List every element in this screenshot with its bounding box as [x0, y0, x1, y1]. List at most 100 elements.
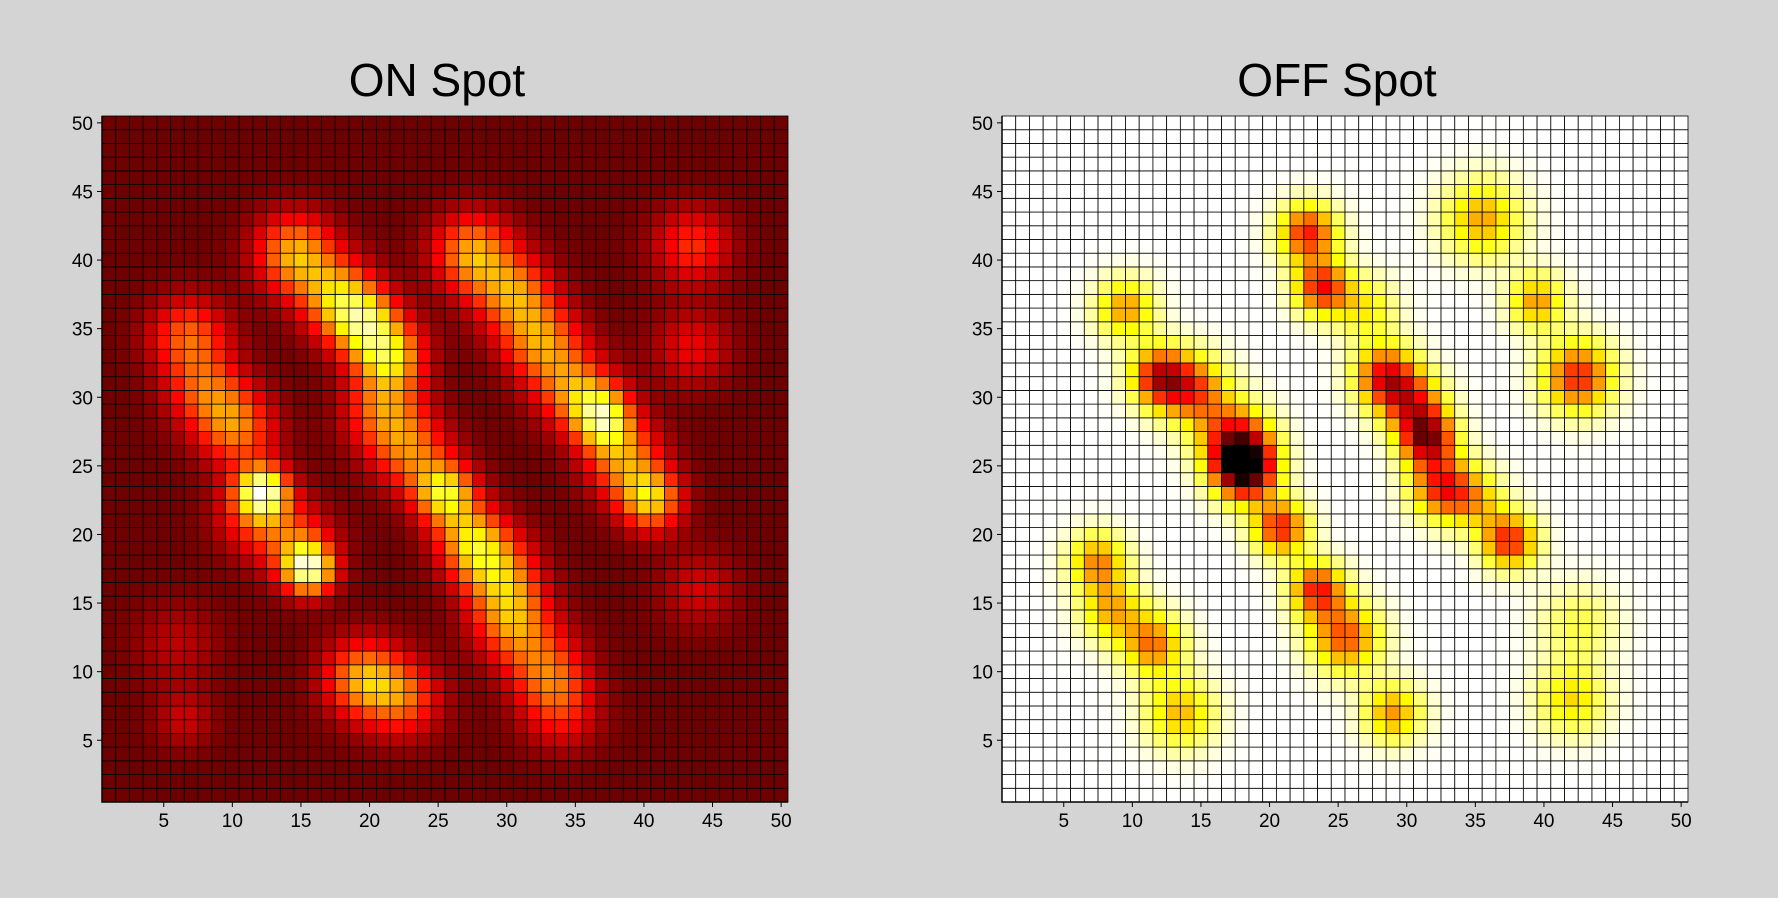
heatmap-cell [1646, 650, 1661, 666]
heatmap-cell [238, 719, 254, 734]
heatmap-cell [238, 444, 254, 460]
heatmap-cell [705, 184, 720, 199]
heatmap-cell [1564, 403, 1579, 419]
heatmap-cell [581, 787, 597, 803]
heatmap-cell [554, 170, 569, 186]
heatmap-cell [746, 568, 761, 583]
heatmap-cell [719, 746, 734, 762]
heatmap-cell [622, 143, 638, 158]
heatmap-cell [375, 321, 391, 336]
heatmap-cell [334, 115, 350, 131]
heatmap-cell [1632, 746, 1648, 762]
heatmap-cell [1495, 143, 1511, 158]
heatmap-cell [211, 129, 226, 144]
heatmap-cell [1550, 691, 1565, 707]
heatmap-cell [334, 774, 350, 789]
heatmap-cell [1509, 458, 1524, 474]
heatmap-cell [170, 513, 185, 529]
heatmap-cell [1481, 197, 1497, 213]
heatmap-cell [1619, 527, 1634, 542]
heatmap-cell [1344, 733, 1360, 748]
heatmap-cell [513, 499, 528, 515]
heatmap-cell [1248, 705, 1264, 721]
heatmap-cell [403, 239, 418, 254]
heatmap-cell [1317, 170, 1332, 186]
heatmap-cell [705, 486, 720, 501]
heatmap-cell [1317, 458, 1332, 474]
heatmap-cell [705, 472, 720, 487]
heatmap-cell [307, 664, 322, 679]
heatmap-cell [554, 417, 569, 432]
heatmap-cell [609, 472, 624, 487]
heatmap-cell [444, 197, 460, 213]
heatmap-cell [499, 197, 515, 213]
heatmap-cell [1029, 513, 1044, 529]
heatmap-cell [472, 280, 487, 295]
heatmap-cell [1125, 636, 1140, 652]
heatmap-cell [568, 335, 583, 350]
heatmap-cell [1495, 746, 1511, 762]
heatmap-cell [622, 582, 638, 597]
heatmap-cell [1344, 129, 1360, 144]
heatmap-cell [773, 184, 789, 199]
heatmap-cell [444, 664, 460, 679]
heatmap-cell [1468, 636, 1483, 652]
heatmap-cell [1262, 527, 1277, 542]
heatmap-cell [1207, 527, 1222, 542]
heatmap-cell [1564, 554, 1579, 570]
heatmap-cell [142, 733, 158, 748]
heatmap-cell [1330, 129, 1346, 144]
heatmap-cell [1001, 280, 1017, 295]
heatmap-cell [1605, 129, 1620, 144]
heatmap-cell [499, 568, 515, 583]
heatmap-cell [334, 609, 350, 625]
heatmap-cell [403, 595, 418, 611]
heatmap-cell [636, 486, 652, 501]
heatmap-cell [1111, 540, 1126, 556]
heatmap-cell [1413, 705, 1428, 721]
heatmap-cell [1303, 486, 1318, 501]
heatmap-cell [1605, 143, 1620, 158]
heatmap-cell [636, 417, 652, 432]
heatmap-cell [732, 431, 748, 446]
heatmap-cell [458, 472, 473, 487]
heatmap-cell [1426, 211, 1442, 227]
heatmap-cell [1125, 348, 1140, 364]
heatmap-cell [1125, 513, 1140, 529]
heatmap-cell [1111, 389, 1126, 405]
heatmap-cell [375, 746, 391, 762]
heatmap-cell [760, 293, 775, 309]
heatmap-cell [1276, 678, 1291, 693]
heatmap-cell [321, 197, 336, 213]
heatmap-cell [636, 252, 652, 268]
heatmap-cell [1605, 170, 1620, 186]
heatmap-cell [279, 376, 295, 391]
heatmap-cell [211, 389, 226, 405]
heatmap-cell [540, 335, 556, 350]
heatmap-cell [513, 444, 528, 460]
heatmap-cell [1385, 595, 1401, 611]
heatmap-cell [540, 458, 556, 474]
heatmap-cell [677, 431, 693, 446]
heatmap-cell [719, 170, 734, 186]
heatmap-cell [1605, 389, 1620, 405]
heatmap-cell [1399, 774, 1415, 789]
heatmap-cell [211, 348, 226, 364]
heatmap-cell [183, 225, 199, 240]
heatmap-cell [307, 554, 322, 570]
heatmap-cell [581, 733, 597, 748]
heatmap-cell [732, 389, 748, 405]
heatmap-cell [1673, 417, 1689, 432]
heatmap-cell [1179, 582, 1195, 597]
heatmap-cell [540, 431, 556, 446]
heatmap-cell [1193, 678, 1209, 693]
heatmap-cell [719, 321, 734, 336]
heatmap-cell [156, 568, 172, 583]
heatmap-cell [1481, 129, 1497, 144]
heatmap-cell [170, 417, 185, 432]
heatmap-cell [1385, 650, 1401, 666]
heatmap-cell [1001, 335, 1017, 350]
heatmap-cell [115, 678, 130, 693]
heatmap-cell [1070, 787, 1085, 803]
heatmap-cell [1262, 335, 1277, 350]
